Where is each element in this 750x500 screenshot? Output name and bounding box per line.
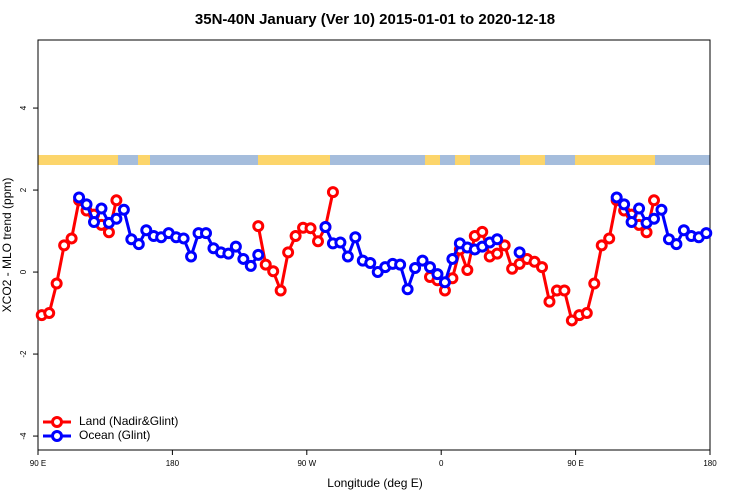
series-point [498, 239, 511, 252]
series-point [341, 250, 354, 263]
series-point [491, 233, 504, 246]
series-point [50, 277, 63, 290]
series-point [648, 194, 660, 207]
series-point [95, 202, 108, 215]
series-point [222, 247, 235, 260]
series-point [476, 225, 489, 238]
series-point [640, 226, 653, 239]
x-axis-label: Longitude (deg E) [327, 476, 422, 490]
legend-label: Ocean (Glint) [79, 428, 150, 442]
series-point [610, 191, 623, 204]
x-tick-label: 90 E [30, 459, 46, 468]
plot-frame [37, 39, 711, 451]
y-tick-label: 2 [19, 187, 28, 192]
series-point [259, 258, 272, 271]
series-point [289, 229, 302, 242]
series-point [394, 258, 407, 271]
legend-marker [51, 430, 63, 442]
y-tick-label: -2 [19, 350, 28, 358]
y-tick-label: 4 [19, 105, 28, 110]
legend-label: Land (Nadir&Glint) [79, 414, 178, 428]
series-point [267, 265, 280, 278]
x-tick-label: 90 E [567, 459, 583, 468]
series-point [446, 252, 459, 265]
series-point [618, 198, 631, 211]
series-point [648, 212, 660, 225]
series-point [655, 203, 668, 216]
series-point [633, 202, 646, 215]
x-tick-label: 180 [703, 459, 717, 468]
series-point [677, 224, 690, 237]
series-point [364, 257, 377, 270]
x-tick-label: 90 W [297, 459, 316, 468]
series-point [349, 231, 362, 244]
y-tick-label: -4 [19, 432, 28, 440]
series-point [282, 246, 295, 259]
series-point [461, 264, 474, 277]
series-point [595, 239, 608, 252]
series-point [528, 255, 541, 268]
series-point [58, 239, 71, 252]
series-point [110, 212, 123, 225]
series-point [80, 198, 93, 211]
series-point [237, 252, 250, 265]
y-axis-label: XCO2 - MLO trend (ppm) [0, 178, 14, 313]
series-point [401, 283, 414, 296]
series-point [536, 261, 548, 274]
series-point [229, 240, 242, 253]
series-point [625, 216, 638, 229]
series-point [700, 227, 713, 240]
series-point [177, 232, 190, 245]
series-point [431, 268, 444, 281]
series-point [424, 261, 436, 274]
series-point [117, 203, 130, 216]
series-point [132, 238, 145, 251]
series-point [334, 236, 347, 249]
series-point [244, 259, 257, 272]
series-point [185, 250, 198, 263]
series-point [65, 232, 78, 245]
series-point [252, 220, 265, 233]
map-strip [38, 155, 710, 165]
y-tick-label: 0 [19, 269, 28, 274]
series-point [326, 186, 339, 199]
x-tick-label: 180 [166, 459, 180, 468]
series-point [304, 222, 317, 235]
series-point [73, 191, 86, 204]
series-point [200, 227, 212, 240]
series-point [102, 226, 115, 239]
series-point [513, 246, 526, 259]
series-point [670, 238, 683, 251]
chart-title: 35N-40N January (Ver 10) 2015-01-01 to 2… [195, 11, 555, 28]
series-point [252, 248, 265, 261]
series-point [88, 216, 100, 229]
series-point [43, 307, 56, 320]
series-point [603, 232, 616, 245]
series-point [565, 314, 578, 327]
series-point [543, 295, 556, 308]
series-point [588, 277, 601, 290]
x-tick-label: 0 [439, 459, 444, 468]
series-point [491, 247, 504, 260]
series-point [438, 276, 451, 289]
series-point [409, 261, 422, 274]
series-point [312, 235, 324, 248]
series-point [319, 220, 332, 233]
series-point [580, 307, 593, 320]
series-point [416, 254, 429, 267]
legend-marker [51, 416, 63, 428]
series-point [274, 284, 287, 297]
series-point [558, 284, 571, 297]
series-point [110, 194, 123, 207]
series-point [140, 224, 153, 237]
